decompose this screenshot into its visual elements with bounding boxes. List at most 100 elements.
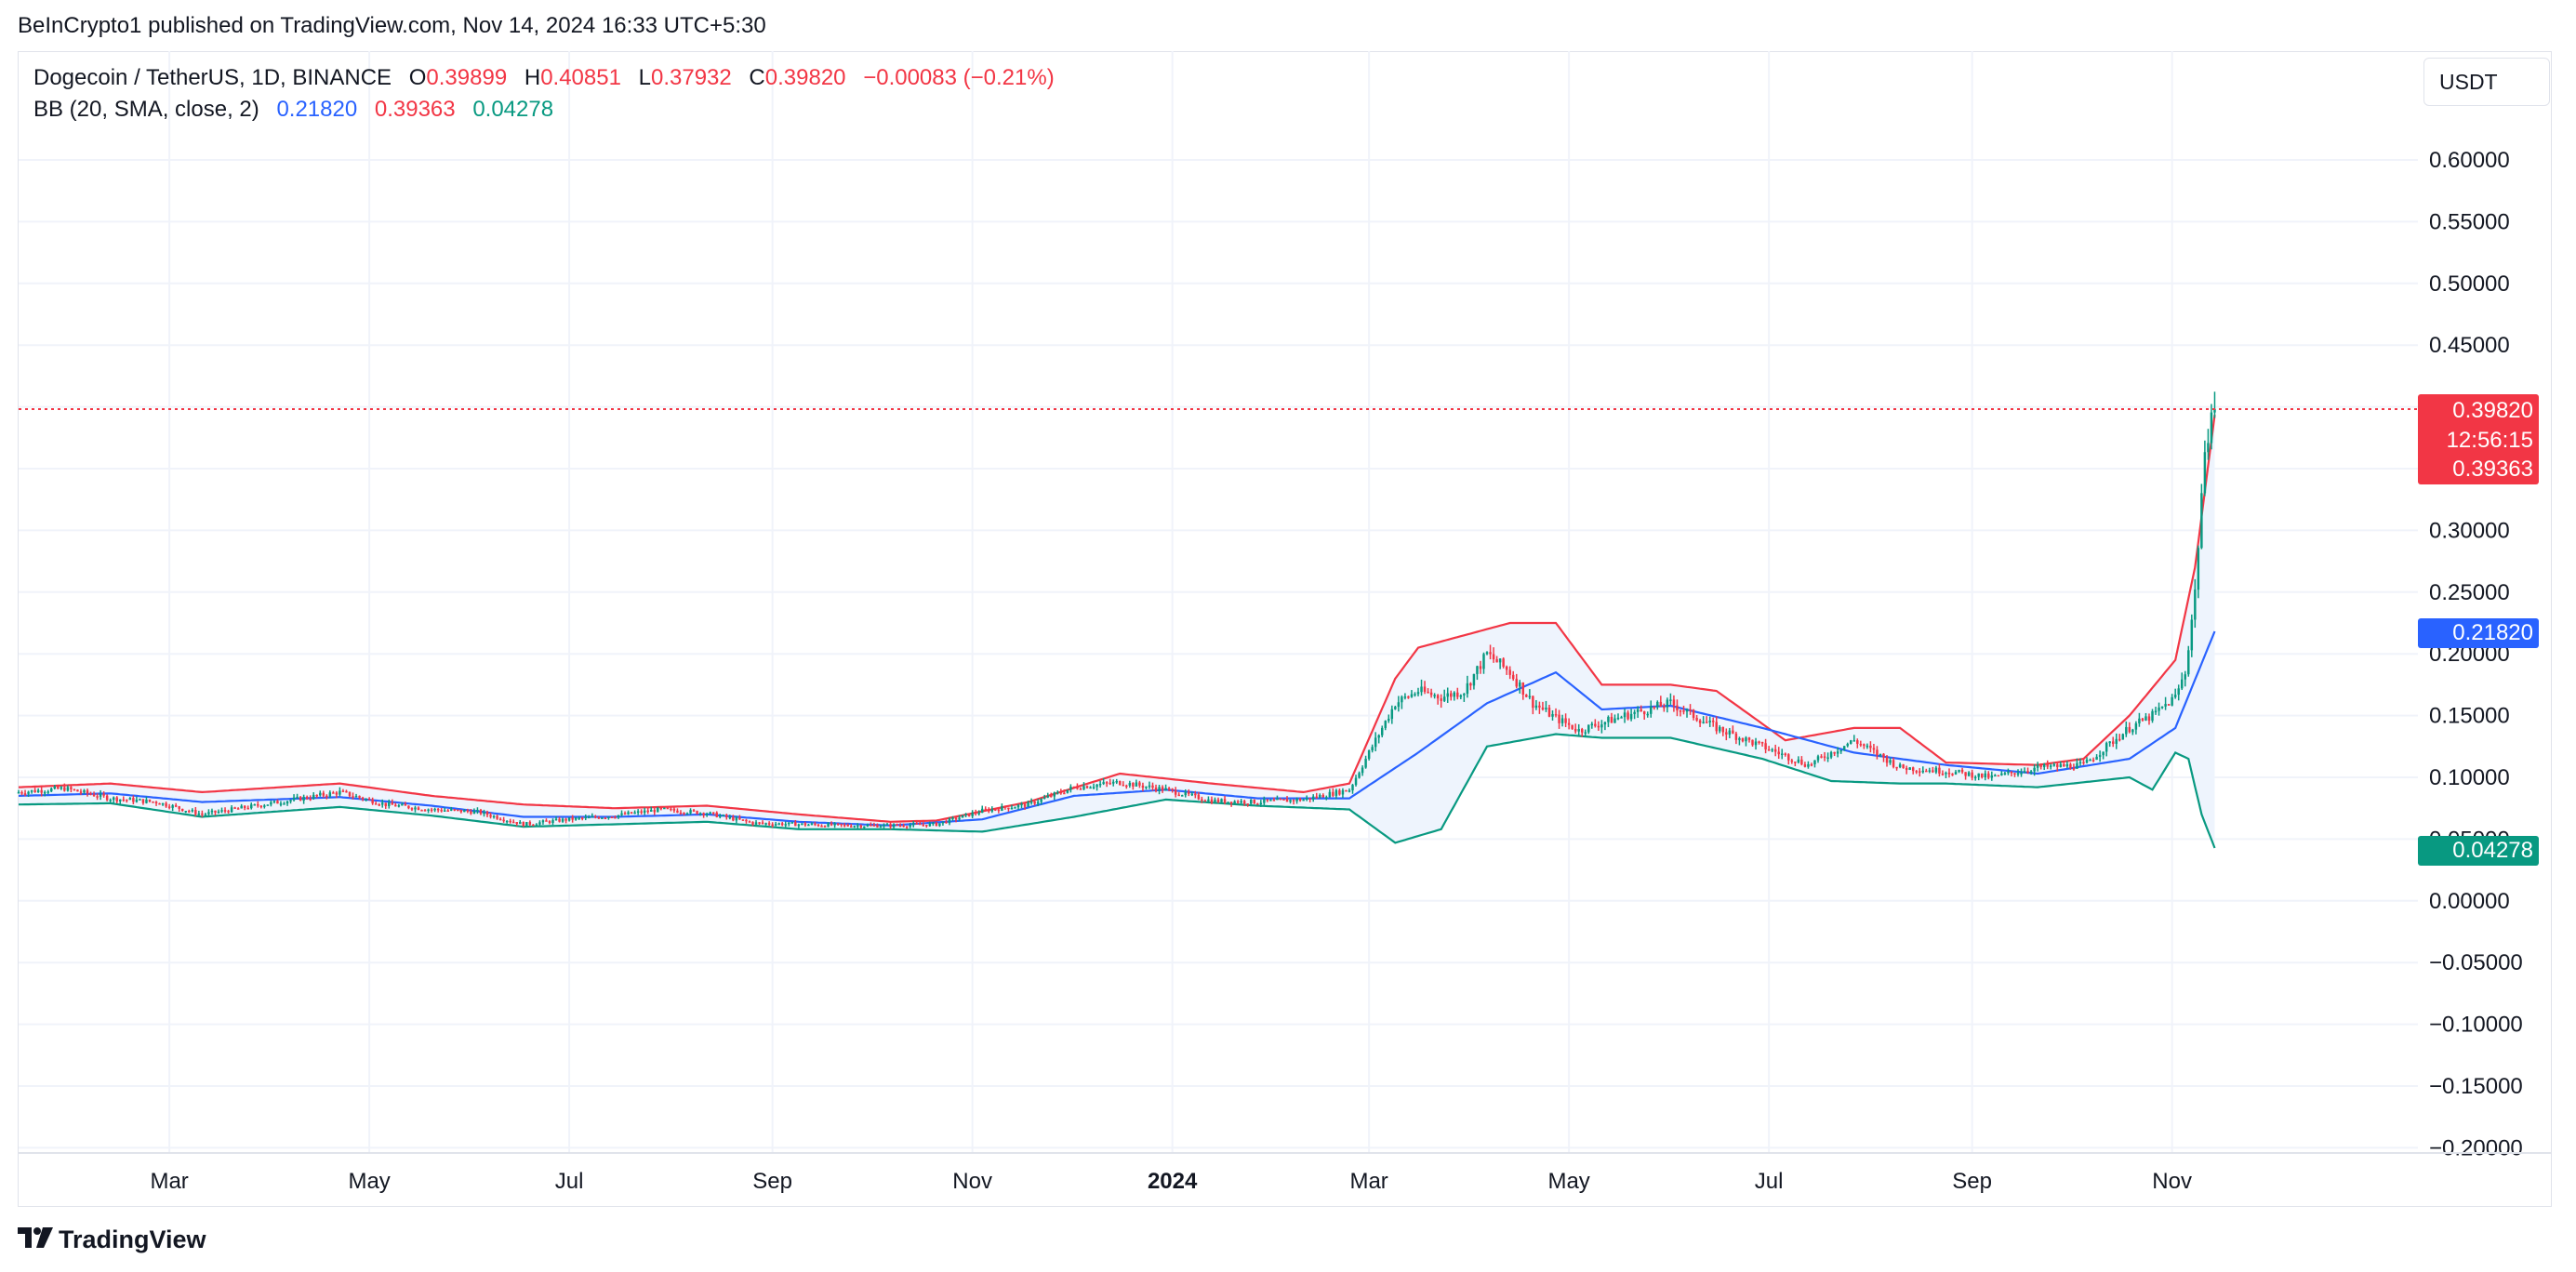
candle-body <box>450 809 453 811</box>
candle-body <box>932 822 935 825</box>
candle-body <box>2154 710 2158 713</box>
candle-body <box>2203 452 2207 494</box>
candle-body <box>2013 773 2016 775</box>
candle-body <box>866 825 870 827</box>
candle-body <box>1587 724 1590 733</box>
candle-body <box>945 821 948 824</box>
candle-body <box>443 810 446 812</box>
candle-body <box>1414 694 1416 696</box>
candle-body <box>859 825 863 828</box>
candle-body <box>397 805 401 807</box>
candle-body <box>1190 793 1194 796</box>
open-value: 0.39899 <box>426 65 508 90</box>
candle-body <box>492 815 496 818</box>
candle-body <box>1148 785 1151 788</box>
candle-body <box>1394 707 1397 709</box>
candle-body <box>698 813 702 815</box>
candle-body <box>535 824 538 827</box>
candle-body <box>941 821 945 824</box>
candle-body <box>1633 711 1636 714</box>
candle-body <box>1085 786 1089 788</box>
candle-body <box>1164 788 1167 791</box>
indicator-legend[interactable]: BB (20, SMA, close, 2) 0.21820 0.39363 0… <box>33 97 553 123</box>
candle-body <box>1885 757 1889 763</box>
bb-upper-value: 0.39363 <box>374 97 456 122</box>
candle-body <box>66 787 70 791</box>
x-tick-label: Sep <box>752 1169 792 1194</box>
candle-body <box>1216 799 1220 802</box>
candle-body <box>1272 800 1276 802</box>
candle-body <box>188 811 191 813</box>
candle-body <box>328 792 332 797</box>
symbol-label[interactable]: Dogecoin / TetherUS, 1D, BINANCE <box>33 65 392 90</box>
candle-body <box>564 818 567 821</box>
candle-body <box>322 792 325 796</box>
candle-body <box>210 810 214 813</box>
candle-body <box>367 799 371 801</box>
candle-body <box>1227 802 1229 803</box>
low-label: L <box>638 65 651 90</box>
candle-body <box>1876 749 1879 756</box>
candle-body <box>896 824 898 826</box>
candle-body <box>171 805 174 808</box>
last-price-value: 0.39820 <box>2452 398 2533 423</box>
candle-body <box>633 812 636 815</box>
candle-body <box>410 808 414 810</box>
candle-body <box>1620 717 1623 719</box>
candle-body <box>853 826 856 828</box>
candle-body <box>119 799 122 802</box>
candle-body <box>964 814 967 815</box>
candle-body <box>856 825 859 828</box>
candle-body <box>86 789 89 794</box>
candle-body <box>1440 698 1442 701</box>
candle-body <box>2184 674 2186 680</box>
candle-body <box>1364 759 1367 768</box>
candle-body <box>1719 726 1721 732</box>
currency-button[interactable]: USDT <box>2423 58 2550 106</box>
candle-body <box>1826 757 1829 760</box>
candle-body <box>820 826 823 828</box>
candle-body <box>259 805 263 808</box>
candle-body <box>33 789 36 793</box>
candle-body <box>139 799 141 801</box>
candle-body <box>780 823 784 826</box>
candle-body <box>935 822 938 827</box>
candle-body <box>1711 721 1715 722</box>
candle-body <box>2039 764 2042 767</box>
candle-body <box>1388 719 1390 722</box>
candle-body <box>1479 666 1482 669</box>
candle-body <box>1577 729 1580 732</box>
candle-body <box>948 818 951 824</box>
candle-body <box>1407 696 1410 698</box>
candle-body <box>1751 739 1754 746</box>
candle-body <box>1053 792 1056 797</box>
candle-body <box>401 803 404 806</box>
candle-body <box>663 807 666 810</box>
candle-body <box>1188 791 1190 794</box>
candle-body <box>1010 807 1014 810</box>
candle-body <box>1800 759 1803 765</box>
candle-body <box>1708 721 1711 722</box>
candle-body <box>1646 713 1649 716</box>
candle-body <box>2190 619 2194 651</box>
bb-lower-value: 0.04278 <box>472 97 554 122</box>
candle-body <box>1328 791 1332 798</box>
candle-body <box>1911 767 1915 772</box>
candle-body <box>223 810 227 812</box>
tradingview-logo[interactable]: TradingView <box>18 1226 206 1254</box>
candle-body <box>404 803 407 806</box>
candle-body <box>60 787 63 789</box>
candle-body <box>1541 707 1545 710</box>
candle-body <box>1367 750 1371 760</box>
candle-body <box>643 810 646 814</box>
candle-body <box>790 822 794 824</box>
candle-body <box>1285 799 1289 802</box>
indicator-label[interactable]: BB (20, SMA, close, 2) <box>33 97 259 122</box>
candle-body <box>2000 773 2003 775</box>
candle-body <box>2210 412 2213 444</box>
candle-body <box>2010 771 2013 774</box>
candle-body <box>1973 776 1977 779</box>
candle-body <box>1502 658 1505 667</box>
candle-body <box>1656 701 1659 708</box>
